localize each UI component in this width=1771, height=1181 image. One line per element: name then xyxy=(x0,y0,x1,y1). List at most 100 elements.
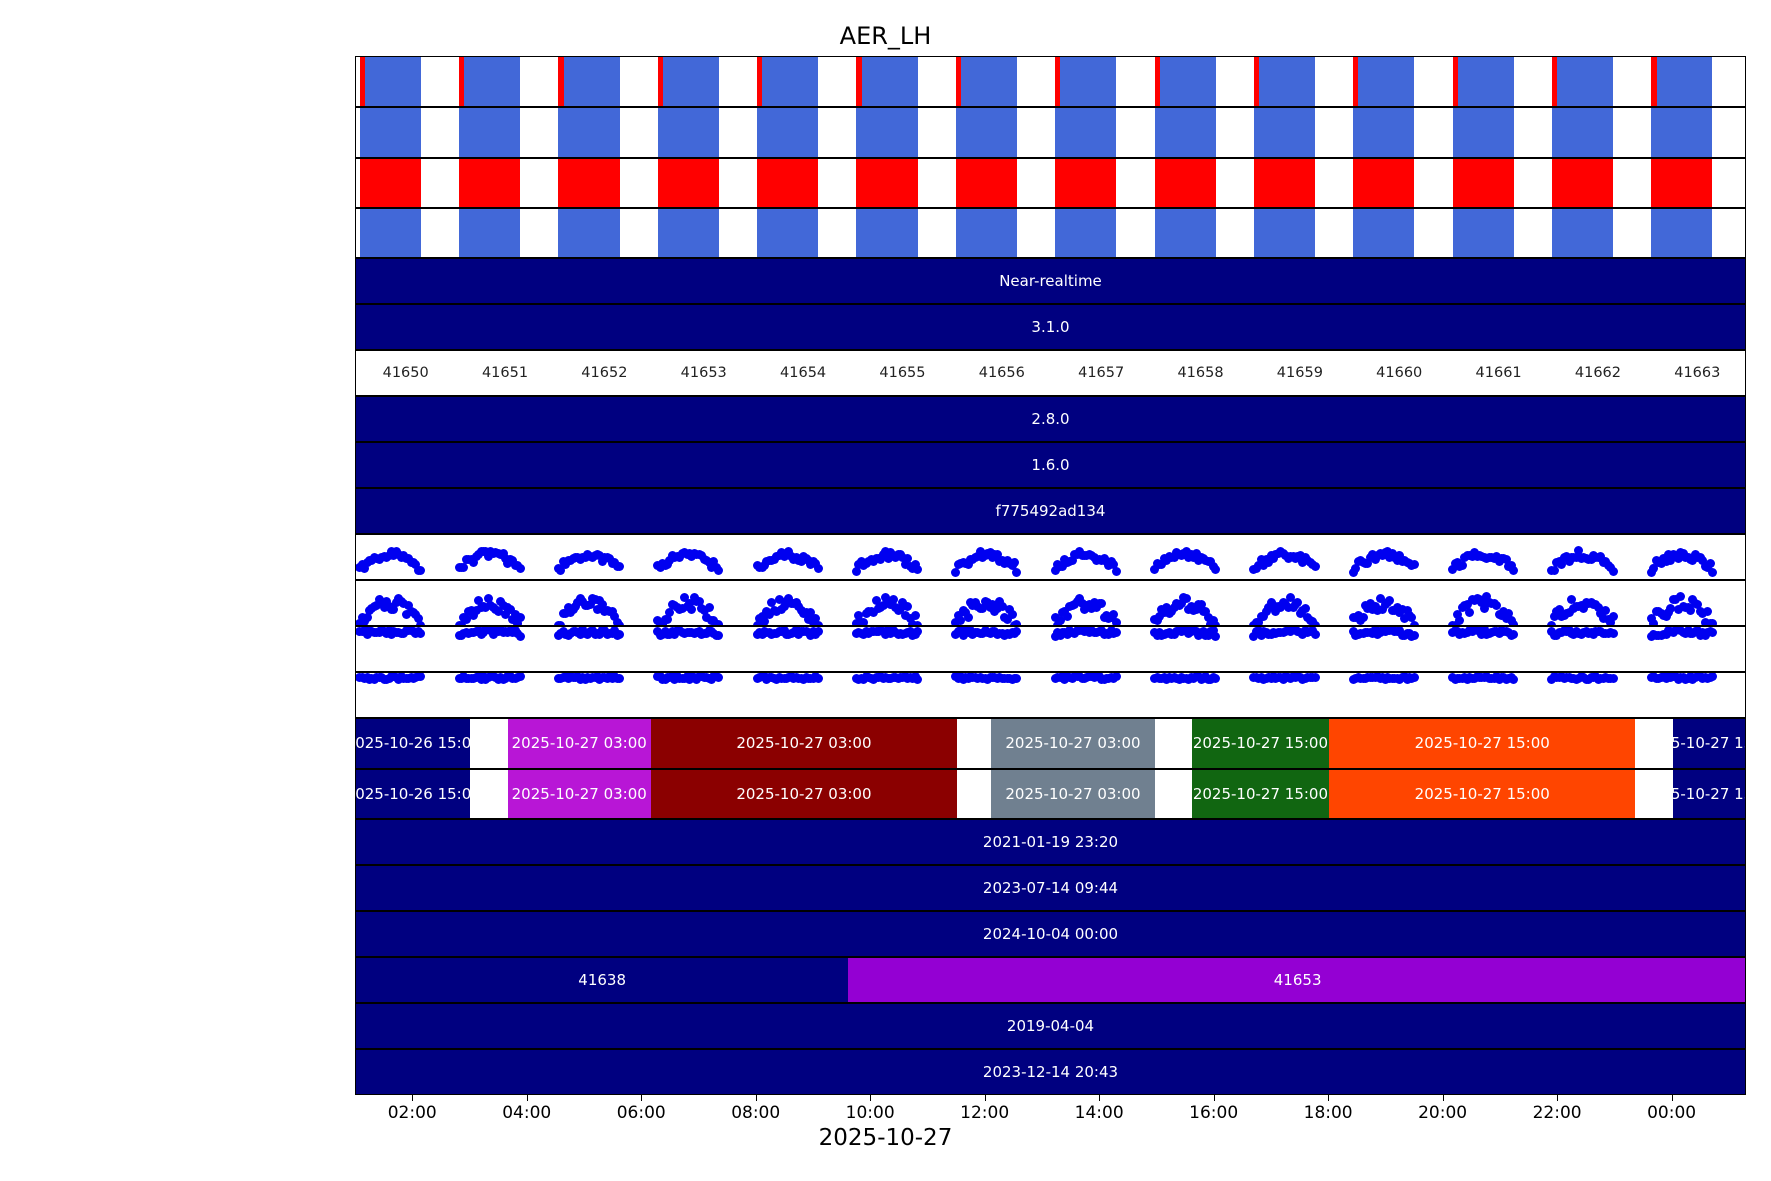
timeline-segment xyxy=(1551,158,1614,207)
timeline-segment xyxy=(957,769,992,818)
timeline-segment xyxy=(359,158,421,207)
segment-label: 2025-10-27 03:00 xyxy=(736,784,872,803)
timeline-row-time-per-pixel: time per pixel xyxy=(355,626,1746,673)
scatter-point xyxy=(1154,611,1164,621)
timeline-segment xyxy=(955,158,1017,207)
x-axis: 02:00 04:00 06:00 08:00 10:00 12:00 14:00 16:00… xyxy=(355,1095,1746,1155)
timeline-segment xyxy=(757,208,819,258)
scatter-point xyxy=(898,553,908,563)
scatter-point xyxy=(1407,613,1417,623)
timeline-segment: 2025-10-26 15:00 xyxy=(356,719,481,768)
scatter-point xyxy=(1298,558,1308,568)
timeline-segment xyxy=(1353,108,1415,157)
scatter-point xyxy=(1501,614,1511,624)
scatter-point xyxy=(1397,605,1407,615)
scatter-point xyxy=(714,630,724,640)
scatter-point xyxy=(597,599,607,609)
timeline-segment xyxy=(558,57,620,107)
scatter-point xyxy=(503,559,513,569)
timeline-segment xyxy=(955,57,1017,107)
scatter-point xyxy=(784,593,794,603)
timeline-row-orbit: orbit41650416514165241653416544165541656… xyxy=(355,350,1746,397)
scatter-point xyxy=(1673,554,1683,564)
scatter-point xyxy=(1353,611,1363,621)
scatter-point xyxy=(615,621,625,626)
timeline-segment xyxy=(359,57,421,107)
scatter-point xyxy=(1271,606,1281,616)
x-axis-tick xyxy=(1328,1095,1330,1101)
timeline-row-status-nise: Status NISE xyxy=(355,157,1746,208)
scatter-point xyxy=(1012,627,1022,636)
scatter-point xyxy=(898,598,908,608)
scatter-point xyxy=(1067,555,1077,565)
scatter-point xyxy=(610,627,620,636)
orbit-number: 41655 xyxy=(879,365,926,382)
scatter-point xyxy=(605,554,615,564)
scatter-point xyxy=(1181,547,1191,557)
scatter-point xyxy=(1504,608,1514,618)
scatter-point xyxy=(416,673,426,682)
scatter-point xyxy=(704,603,714,613)
scatter-point xyxy=(1087,604,1097,614)
scatter-point xyxy=(687,605,697,615)
orbit-cell: 41651 xyxy=(455,351,554,395)
scatter-point xyxy=(1707,673,1717,682)
scatter-point xyxy=(1448,565,1458,575)
x-axis-tick xyxy=(870,1095,872,1101)
scatter-point xyxy=(1254,560,1264,570)
scatter-point xyxy=(883,553,893,563)
orbit-cell: 41656 xyxy=(952,351,1051,395)
timeline-segment xyxy=(1154,208,1216,258)
scatter-point xyxy=(1206,557,1216,567)
scatter-point xyxy=(796,557,806,567)
orbit-number: 41659 xyxy=(1276,365,1323,382)
orbit-cell: 41652 xyxy=(555,351,654,395)
scatter-point xyxy=(1666,555,1676,565)
scatter-point xyxy=(607,606,617,616)
timeline-segment xyxy=(1353,57,1359,107)
x-axis-tick xyxy=(984,1095,986,1101)
scatter-point xyxy=(1509,619,1519,626)
x-axis-tick xyxy=(412,1095,414,1101)
scatter-point xyxy=(498,549,508,559)
scatter-point xyxy=(595,630,605,640)
scatter-point xyxy=(1450,621,1460,626)
scatter-point xyxy=(578,596,588,606)
orbit-number: 41658 xyxy=(1177,365,1224,382)
scatter-point xyxy=(1571,553,1581,563)
scatter-point xyxy=(1608,612,1618,622)
orbit-number: 41654 xyxy=(780,365,827,382)
timeline-segment xyxy=(1154,57,1160,107)
timeline-segment: 2025-10-27 03:00 xyxy=(650,719,958,768)
timeline-segment: 2025-10-27 03:00 xyxy=(507,769,651,818)
timeline-segment xyxy=(955,57,962,107)
scatter-point xyxy=(958,630,968,640)
scatter-point xyxy=(801,608,811,618)
timeline-segment: 2025-10-27 03:00 xyxy=(991,719,1155,768)
timeline-row-aux-o3-m: AUX O3 M2021-01-19 23:20 xyxy=(355,818,1746,865)
scatter-point xyxy=(1211,564,1221,574)
scatter-point xyxy=(1409,673,1419,682)
row-value-band: 2021-01-19 23:20 xyxy=(356,819,1745,864)
scatter-point xyxy=(1211,674,1221,684)
orbit-number: 41663 xyxy=(1674,365,1721,382)
scatter-point xyxy=(1169,603,1179,613)
scatter-point xyxy=(1593,602,1603,612)
timeline-segment xyxy=(856,108,918,157)
timeline-row-l1b-ir-uvn: L1B IR UVN4163841653 xyxy=(355,956,1746,1003)
timeline-segment xyxy=(1055,57,1117,107)
scatter-point xyxy=(913,565,923,575)
x-axis-tick xyxy=(1213,1095,1215,1101)
timeline-segment xyxy=(558,57,564,107)
scatter-point xyxy=(1191,548,1201,558)
segment-label: 2025-10-27 03:00 xyxy=(511,784,647,803)
scatter-point xyxy=(561,609,571,619)
scatter-point xyxy=(1295,550,1305,560)
scatter-point xyxy=(1649,563,1659,573)
scatter-point xyxy=(910,560,920,570)
scatter-point xyxy=(1109,609,1119,619)
scatter-point xyxy=(1562,552,1572,562)
scatter-point xyxy=(1097,598,1107,608)
scatter-point xyxy=(910,610,920,620)
scatter-point xyxy=(665,556,675,566)
